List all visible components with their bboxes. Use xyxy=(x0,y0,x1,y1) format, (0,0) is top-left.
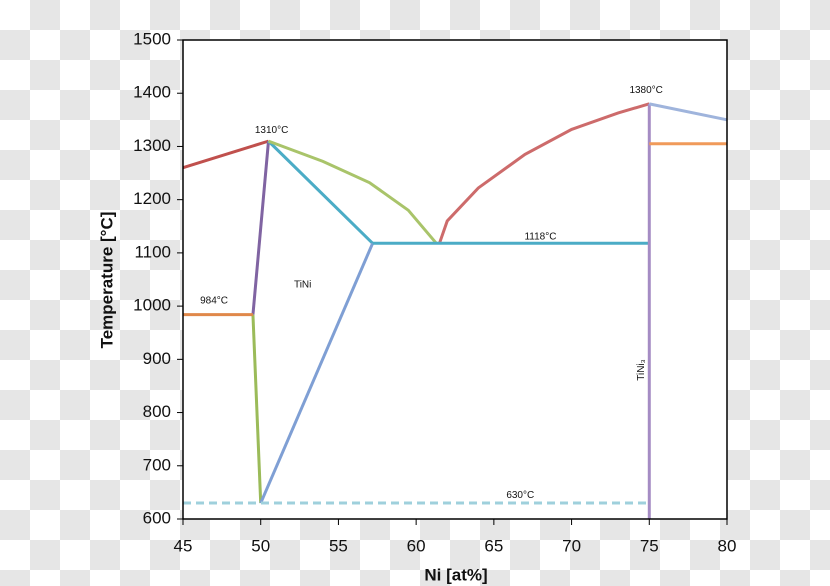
annotation: 1380°C xyxy=(629,85,662,96)
plot-frame xyxy=(182,39,728,520)
x-axis-label: Ni [at%] xyxy=(424,565,487,584)
y-tick-label: 800 xyxy=(143,402,171,421)
y-tick-label: 600 xyxy=(143,508,171,527)
y-axis-label: Temperature [°C] xyxy=(97,212,116,349)
y-tick-label: 1500 xyxy=(133,29,171,48)
phase-line xyxy=(259,242,375,504)
phase-line xyxy=(251,140,270,315)
x-tick-label: 80 xyxy=(718,536,737,555)
x-tick-label: 65 xyxy=(484,536,503,555)
phase-line xyxy=(267,140,374,245)
x-tick-label: 55 xyxy=(329,536,348,555)
annotation: TiNi xyxy=(294,279,311,290)
annotation: 1118°C xyxy=(524,232,556,243)
annotation: 1310°C xyxy=(255,125,288,136)
y-tick-label: 1400 xyxy=(133,83,171,102)
annotation: 984°C xyxy=(200,295,228,306)
x-tick-label: 70 xyxy=(562,536,581,555)
phase-line xyxy=(438,102,650,244)
phase-line xyxy=(251,314,263,504)
phase-line xyxy=(648,102,728,122)
y-tick-label: 1300 xyxy=(133,136,171,155)
phase-line xyxy=(182,139,269,170)
x-tick-label: 50 xyxy=(251,536,270,555)
plot-area xyxy=(183,40,727,519)
y-tick-label: 1200 xyxy=(133,189,171,208)
annotation: TiNi₃ xyxy=(636,359,647,380)
y-tick-label: 1100 xyxy=(134,242,171,261)
y-tick-label: 900 xyxy=(143,349,171,368)
y-tick-label: 700 xyxy=(143,455,171,474)
x-tick-label: 45 xyxy=(174,536,193,555)
phase-line xyxy=(267,139,438,245)
y-tick-label: 1000 xyxy=(133,296,171,315)
annotation: 630°C xyxy=(506,490,534,501)
x-tick-label: 75 xyxy=(640,536,659,555)
x-tick-label: 60 xyxy=(407,536,426,555)
